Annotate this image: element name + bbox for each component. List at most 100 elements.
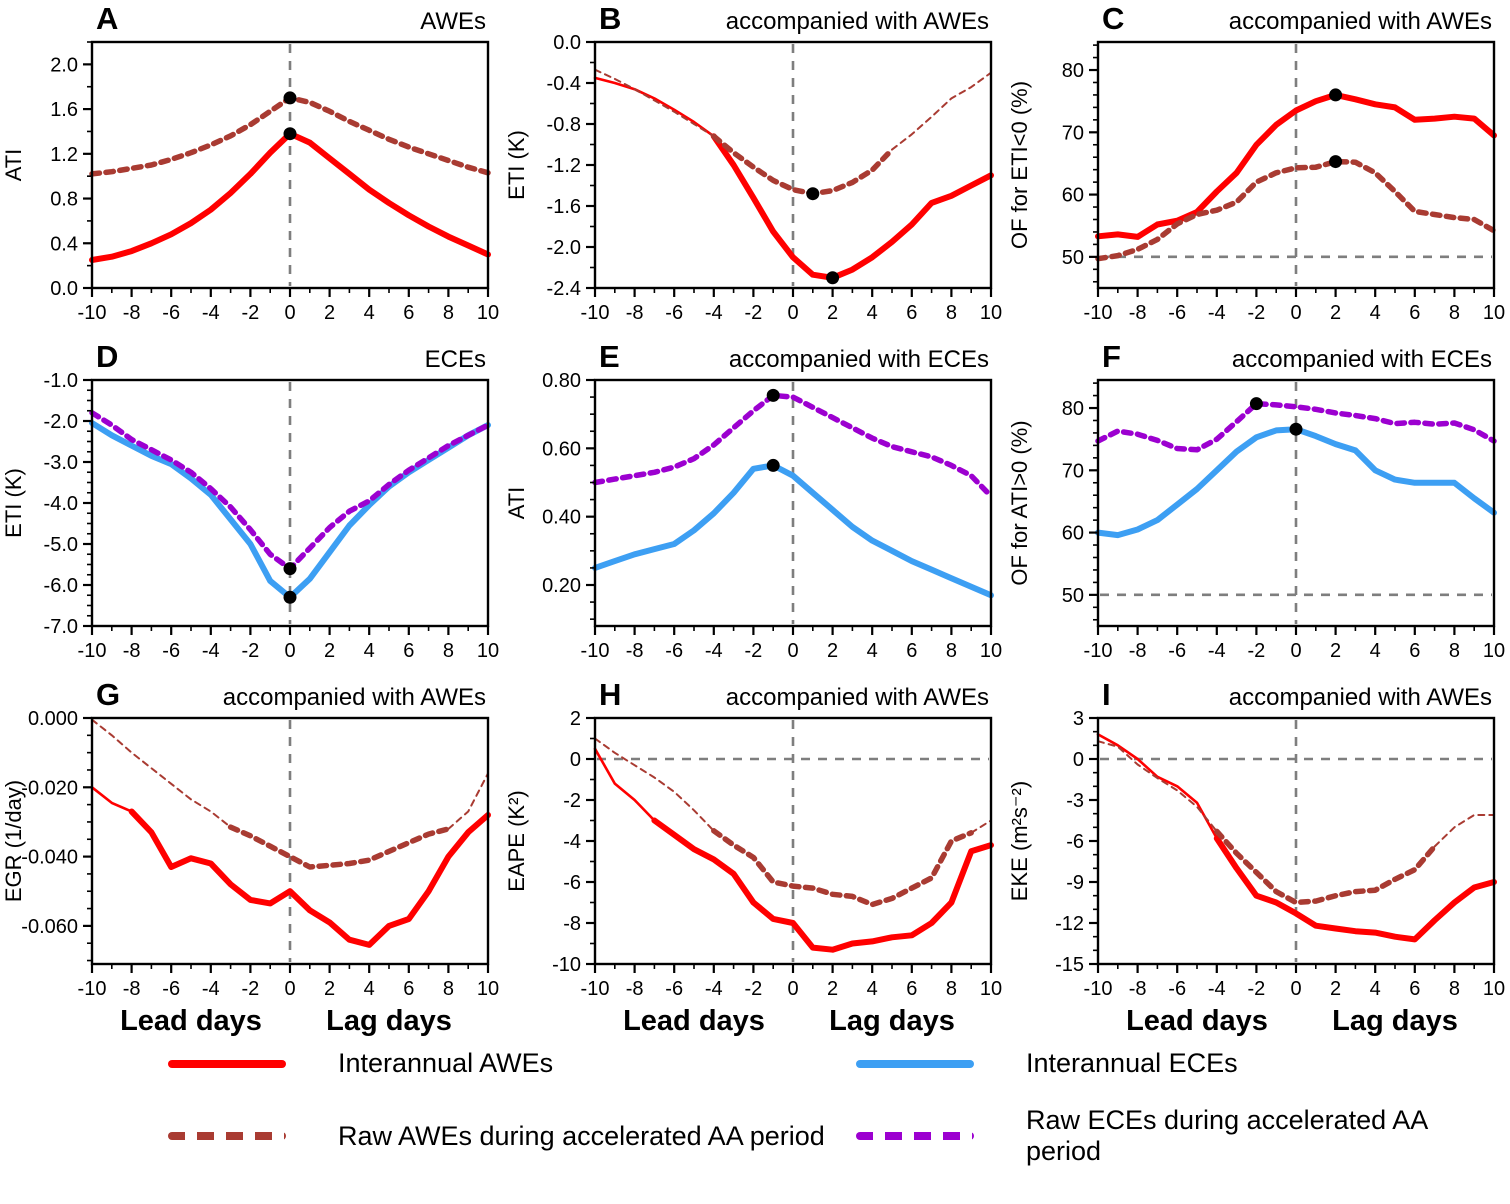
svg-text:80: 80 <box>1062 60 1084 82</box>
peak-marker <box>766 388 780 402</box>
svg-text:-2: -2 <box>745 640 763 662</box>
svg-text:-2.0: -2.0 <box>44 411 78 433</box>
series-interannual-awes <box>90 786 491 948</box>
legend-item-raw-eces: Raw ECEs during accelerated AA period <box>856 1105 1506 1167</box>
svg-text:-10: -10 <box>1084 640 1113 662</box>
chart-D: D ECEs ETI (K) -10 -8 -6 -4 -2 0 2 4 6 8 10 -1.0 -2.0 -3… <box>1 339 499 662</box>
svg-text:0: 0 <box>787 978 798 1000</box>
svg-text:-15: -15 <box>1055 954 1084 976</box>
svg-text:-1.2: -1.2 <box>547 155 581 177</box>
svg-text:0: 0 <box>570 749 581 771</box>
y-axis-label: ETI (K) <box>504 130 529 200</box>
reference-lines <box>1100 720 1492 962</box>
svg-text:2: 2 <box>827 640 838 662</box>
x-axis-lead-label: Lead days <box>120 1005 262 1037</box>
svg-text:-5.0: -5.0 <box>44 534 78 556</box>
panel-label: D <box>96 339 118 374</box>
panel-label: B <box>599 1 621 36</box>
panel-d: D ECEs ETI (K) -10 -8 -6 -4 -2 0 2 4 6 8 10 -1.0 -2.0 -3… <box>0 338 503 676</box>
legend-label-interannual-eces: Interannual ECEs <box>1026 1048 1238 1078</box>
svg-text:-6: -6 <box>665 640 683 662</box>
svg-text:2: 2 <box>827 302 838 324</box>
peak-marker <box>283 91 297 105</box>
peak-marker <box>283 590 297 604</box>
chart-A: A AWEs ATI -10 -8 -6 -4 -2 0 2 4 6 8 10 0.0 0.4 0.8 1.2 1.… <box>1 1 499 324</box>
panel-title: accompanied with AWEs <box>223 684 486 711</box>
series-raw-eces-during-accelerated-aa-period <box>1095 400 1497 453</box>
svg-text:-9: -9 <box>1066 872 1084 894</box>
svg-text:4: 4 <box>364 302 375 324</box>
peak-marker <box>766 458 780 472</box>
svg-text:6: 6 <box>906 640 917 662</box>
svg-text:-12: -12 <box>1055 913 1084 935</box>
legend-line-interannual-eces <box>856 1059 974 1068</box>
peak-marker <box>806 187 820 201</box>
svg-text:0: 0 <box>787 640 798 662</box>
svg-text:4: 4 <box>364 978 375 1000</box>
svg-text:6: 6 <box>403 640 414 662</box>
svg-text:8: 8 <box>1449 978 1460 1000</box>
svg-text:0: 0 <box>1290 640 1301 662</box>
svg-text:0.80: 0.80 <box>542 370 581 392</box>
svg-text:-2: -2 <box>242 978 260 1000</box>
legend-line-raw-eces <box>856 1132 974 1140</box>
figure-grid: A AWEs ATI -10 -8 -6 -4 -2 0 2 4 6 8 10 0.0 0.4 0.8 1.2 1.… <box>0 0 1509 1038</box>
svg-text:-4: -4 <box>705 640 723 662</box>
series-raw-awes-during-accelerated-aa-period <box>91 718 489 870</box>
peak-marker <box>283 127 297 141</box>
svg-text:-6: -6 <box>162 978 180 1000</box>
svg-text:50: 50 <box>1062 585 1084 607</box>
svg-text:-1.6: -1.6 <box>547 196 581 218</box>
x-axis-lag-label: Lag days <box>1332 1005 1458 1037</box>
svg-text:10: 10 <box>980 978 1002 1000</box>
svg-text:-8: -8 <box>1129 978 1147 1000</box>
svg-text:-6: -6 <box>162 640 180 662</box>
svg-text:2: 2 <box>324 978 335 1000</box>
series-interannual-awes <box>1095 91 1497 240</box>
legend-line-interannual-awes <box>168 1059 286 1068</box>
axes: -10 -8 -6 -4 -2 0 2 4 6 8 10 50 60 70 80 <box>1062 378 1505 662</box>
svg-text:0: 0 <box>1290 302 1301 324</box>
svg-text:0.20: 0.20 <box>542 575 581 597</box>
svg-text:-0.020: -0.020 <box>21 777 78 799</box>
chart-a-svg: A AWEs ATI -10 -8 -6 -4 -2 0 2 4 6 8 10 0.0 0.4 0.8 1.2 1.… <box>1 1 499 324</box>
svg-text:-2.4: -2.4 <box>547 278 581 300</box>
svg-text:10: 10 <box>1483 640 1505 662</box>
axes: -10 -8 -6 -4 -2 0 2 4 6 8 10 0.000 -0.020 -0.040 -0.06… <box>21 708 499 1000</box>
svg-text:-0.4: -0.4 <box>547 73 581 95</box>
svg-text:80: 80 <box>1062 398 1084 420</box>
svg-text:6: 6 <box>403 978 414 1000</box>
legend-item-interannual-awes: Interannual AWEs <box>168 1048 856 1079</box>
svg-text:6: 6 <box>906 302 917 324</box>
svg-text:-10: -10 <box>552 954 581 976</box>
svg-text:0.0: 0.0 <box>553 32 581 54</box>
svg-text:-2: -2 <box>1248 978 1266 1000</box>
svg-text:-4: -4 <box>705 302 723 324</box>
svg-text:-4: -4 <box>705 978 723 1000</box>
panel-label: C <box>1102 1 1124 36</box>
peak-marker <box>283 562 297 576</box>
legend-item-interannual-eces: Interannual ECEs <box>856 1048 1506 1079</box>
peak-marker <box>1289 422 1303 436</box>
y-axis-label: EGR (1/day) <box>1 780 26 902</box>
axes: -10 -8 -6 -4 -2 0 2 4 6 8 10 2 0 -2 -4 -6 -8 -10 <box>552 708 1002 1000</box>
series-raw-awes-during-accelerated-aa-period <box>1097 740 1495 906</box>
legend-label-interannual-awes: Interannual AWEs <box>338 1048 554 1078</box>
svg-text:-7.0: -7.0 <box>44 616 78 638</box>
axes: -10 -8 -6 -4 -2 0 2 4 6 8 10 0.0 0.4 0.8 1.2 1.6 2.0 <box>50 40 499 324</box>
peak-marker <box>826 271 840 285</box>
x-axis-lag-label: Lag days <box>326 1005 452 1037</box>
legend-item-raw-awes: Raw AWEs during accelerated AA period <box>168 1105 856 1167</box>
